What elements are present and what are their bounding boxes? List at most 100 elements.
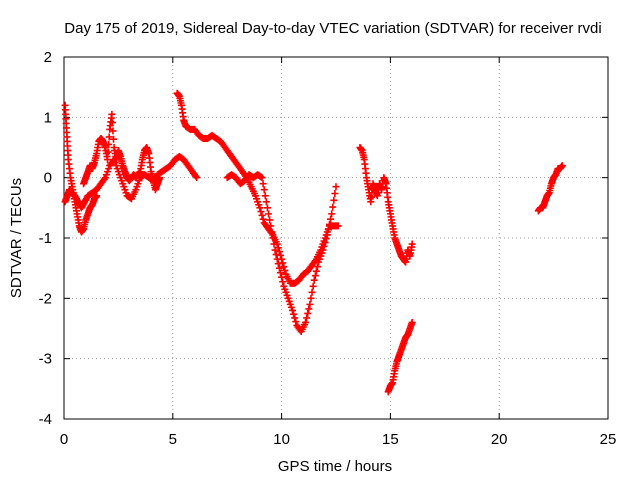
data-point xyxy=(105,140,113,148)
data-point xyxy=(334,222,342,230)
data-point xyxy=(109,127,117,135)
data-point xyxy=(263,204,271,212)
data-point xyxy=(193,174,201,182)
y-tick-label: -1 xyxy=(39,230,52,247)
data-point xyxy=(306,300,314,308)
data-point xyxy=(105,133,113,141)
data-point xyxy=(305,305,313,313)
data-point xyxy=(108,110,116,118)
data-point xyxy=(310,276,318,284)
y-tick-label: 1 xyxy=(44,109,52,126)
data-point xyxy=(307,294,315,302)
data-point xyxy=(192,172,200,180)
data-point xyxy=(100,175,108,183)
data-point xyxy=(323,231,331,239)
data-point xyxy=(304,309,312,317)
data-point xyxy=(332,183,340,191)
data-point xyxy=(558,162,566,170)
data-point xyxy=(265,210,273,218)
data-point xyxy=(302,318,310,326)
data-point xyxy=(93,192,101,200)
data-point xyxy=(261,192,269,200)
y-tick-label: 0 xyxy=(44,170,52,187)
y-tick-label: -3 xyxy=(39,351,52,368)
data-point xyxy=(311,272,319,280)
data-point xyxy=(328,210,336,218)
y-tick-label: -4 xyxy=(39,411,52,428)
data-point xyxy=(290,310,298,318)
data-point xyxy=(273,255,281,263)
data-point xyxy=(327,215,335,223)
x-tick-label: 10 xyxy=(273,431,290,448)
series-arc8 xyxy=(534,162,566,215)
data-point xyxy=(320,242,328,250)
series-arc2 xyxy=(61,153,201,212)
data-point xyxy=(319,246,327,254)
data-point xyxy=(325,220,333,228)
y-axis-label: SDTVAR / TECUs xyxy=(8,178,25,298)
data-point xyxy=(331,190,339,198)
data-point xyxy=(271,246,279,254)
data-point xyxy=(259,180,267,188)
data-point xyxy=(281,266,289,274)
data-point xyxy=(272,251,280,259)
data-point xyxy=(279,278,287,286)
data-point xyxy=(268,228,276,236)
data-point xyxy=(288,306,296,314)
x-axis-ticks: 0 5 10 15 20 25 xyxy=(60,57,617,448)
grid-lines xyxy=(64,57,608,419)
x-axis-label: GPS time / hours xyxy=(278,458,392,475)
data-point xyxy=(330,196,338,204)
data-point xyxy=(267,222,275,230)
data-point xyxy=(266,216,274,224)
y-tick-label: -2 xyxy=(39,290,52,307)
x-tick-label: 0 xyxy=(60,431,68,448)
data-point xyxy=(291,314,299,322)
data-point xyxy=(156,174,164,182)
x-tick-label: 5 xyxy=(169,431,177,448)
data-point xyxy=(259,215,267,223)
data-point xyxy=(257,208,265,216)
data-point xyxy=(308,288,316,296)
data-point xyxy=(324,226,332,234)
data-point xyxy=(277,269,285,277)
data-point xyxy=(280,263,288,271)
chart-title: Day 175 of 2019, Sidereal Day-to-day VTE… xyxy=(64,20,601,37)
data-point xyxy=(322,235,330,243)
data-point xyxy=(278,273,286,281)
data-point xyxy=(408,318,416,326)
series-arc5 xyxy=(223,171,340,336)
data-point xyxy=(275,264,283,272)
y-tick-label: 2 xyxy=(44,49,52,66)
data-point xyxy=(314,263,322,271)
data-point xyxy=(262,198,270,206)
data-point xyxy=(292,318,300,326)
data-point xyxy=(260,186,268,194)
x-tick-label: 25 xyxy=(600,431,617,448)
data-point xyxy=(311,257,319,265)
data-point xyxy=(258,211,266,219)
data-point xyxy=(303,314,311,322)
series-arc6 xyxy=(356,144,416,266)
series-arc1 xyxy=(61,101,101,236)
series-arc7 xyxy=(384,318,416,396)
data-point xyxy=(256,204,264,212)
data-point xyxy=(309,282,317,290)
data-point xyxy=(274,260,282,268)
x-tick-label: 15 xyxy=(382,431,399,448)
data-point xyxy=(269,234,277,242)
data-point xyxy=(270,240,278,248)
data-point xyxy=(258,174,266,182)
y-axis-ticks: 2 1 0 -1 -2 -3 -4 xyxy=(39,49,608,428)
data-point xyxy=(110,135,118,143)
data-point xyxy=(321,239,329,247)
data-point xyxy=(312,267,320,275)
data-point xyxy=(104,148,112,156)
data-point xyxy=(329,203,337,211)
series-arc3 xyxy=(80,110,164,194)
x-tick-label: 20 xyxy=(491,431,508,448)
data-point xyxy=(108,119,116,127)
data-point xyxy=(408,240,416,248)
